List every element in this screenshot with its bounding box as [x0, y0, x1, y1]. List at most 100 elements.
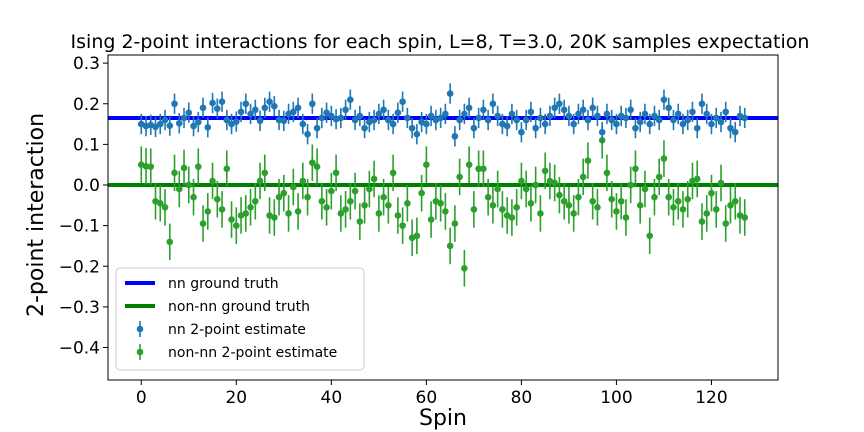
data-point: [665, 193, 673, 201]
data-point: [679, 120, 687, 128]
data-point: [394, 109, 402, 116]
data-point: [636, 202, 644, 209]
data-point: [475, 114, 482, 122]
y-tick-label: 0.0: [73, 176, 100, 196]
data-point: [446, 242, 454, 250]
data-point: [261, 169, 269, 177]
data-point: [522, 116, 530, 124]
data-point: [693, 124, 701, 132]
data-point: [304, 193, 311, 201]
data-point: [323, 204, 330, 211]
data-point: [684, 195, 692, 203]
data-point: [522, 185, 530, 193]
data-point: [684, 116, 692, 124]
data-point: [731, 128, 739, 136]
plot-area: [108, 83, 778, 287]
data-point: [508, 110, 516, 118]
data-point: [237, 108, 245, 116]
data-point: [418, 189, 425, 197]
data-point: [660, 96, 668, 103]
data-point: [180, 114, 188, 122]
y-tick-label: 0.1: [73, 135, 100, 155]
data-point: [489, 202, 497, 209]
data-point: [423, 161, 430, 168]
data-point: [632, 124, 639, 132]
data-point: [575, 110, 582, 118]
data-point: [318, 114, 326, 122]
data-point: [361, 202, 368, 209]
y-axis: −0.4 −0.3 −0.2 −0.1 0.0 0.1 0.2 0.3: [59, 54, 108, 359]
data-point: [190, 193, 197, 201]
data-point: [456, 116, 463, 124]
plot-frame: [107, 54, 779, 381]
chart-title: Ising 2-point interactions for each spin…: [71, 31, 810, 53]
data-point: [190, 122, 197, 130]
data-point: [513, 204, 520, 211]
data-point: [470, 124, 478, 132]
data-point: [503, 122, 511, 130]
data-point: [608, 195, 615, 203]
data-point: [698, 218, 706, 225]
data-point: [627, 106, 634, 114]
data-point: [551, 179, 558, 187]
y-tick-label: 0.3: [73, 54, 100, 74]
data-point: [584, 157, 592, 164]
data-point: [261, 104, 269, 112]
data-point: [370, 175, 378, 183]
legend-label-non-nn-estimate: non-nn 2-point estimate: [168, 345, 337, 361]
data-point: [674, 110, 682, 118]
data-point: [218, 206, 226, 213]
data-point: [294, 208, 302, 215]
data-point: [703, 210, 711, 217]
data-point: [275, 193, 283, 201]
data-point: [271, 102, 278, 110]
data-point: [551, 104, 558, 112]
data-point: [299, 120, 307, 128]
data-point: [741, 214, 749, 221]
data-point: [594, 112, 601, 120]
data-point: [280, 117, 288, 125]
data-point: [617, 197, 625, 205]
data-point: [613, 208, 620, 215]
data-point: [218, 98, 226, 106]
data-point: [356, 112, 364, 120]
data-point: [442, 208, 449, 215]
data-point: [242, 210, 250, 217]
data-point: [655, 116, 663, 124]
data-point: [499, 206, 506, 213]
data-point: [385, 116, 392, 124]
data-point: [328, 112, 335, 120]
data-point: [565, 112, 573, 120]
data-point: [641, 185, 649, 193]
data-point: [175, 119, 183, 127]
data-point: [337, 210, 345, 217]
data-point: [199, 104, 207, 112]
data-point: [232, 222, 240, 229]
data-point: [708, 189, 715, 197]
data-point: [494, 112, 501, 120]
data-point: [651, 193, 658, 201]
data-point: [560, 106, 568, 114]
data-point: [194, 163, 202, 171]
data-point: [223, 165, 231, 173]
data-point: [171, 169, 178, 177]
data-point: [461, 264, 468, 272]
data-point: [389, 169, 397, 177]
y-tick-label: −0.2: [59, 257, 100, 277]
data-point: [408, 124, 416, 132]
data-point: [213, 195, 221, 203]
x-axis-label: Spin: [419, 406, 467, 431]
data-point: [313, 163, 321, 171]
data-point: [313, 124, 321, 132]
data-point: [399, 98, 406, 106]
data-point: [166, 122, 174, 129]
data-point: [727, 202, 734, 209]
legend: nn ground truth non-nn ground truth nn 2…: [115, 267, 365, 371]
data-point: [437, 199, 444, 207]
data-point: [698, 100, 706, 108]
data-point: [252, 106, 259, 114]
x-tick-label: 0: [136, 388, 147, 408]
data-point: [480, 165, 487, 173]
data-point: [541, 167, 549, 175]
